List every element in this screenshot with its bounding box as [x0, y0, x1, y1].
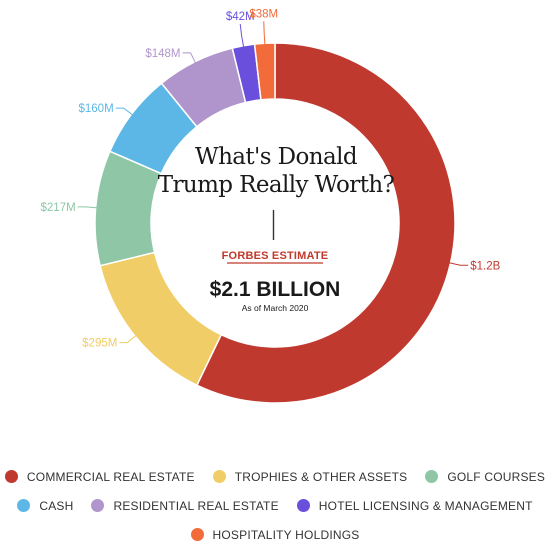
- legend-swatch: [425, 470, 439, 483]
- slice-value-label: $217M: [41, 202, 76, 214]
- legend-swatch: [212, 470, 226, 483]
- leader-line: [119, 334, 137, 344]
- legend-label: HOSPITALITY HOLDINGS: [212, 527, 360, 542]
- legend-swatch: [17, 499, 31, 512]
- leader-line: [263, 21, 266, 46]
- legend-item: COMMERCIAL REAL ESTATE: [4, 469, 195, 484]
- legend-swatch: [190, 528, 204, 541]
- leader-line: [115, 107, 134, 116]
- donut-slices: [94, 42, 456, 404]
- slice-value-label: $38M: [249, 8, 278, 20]
- legend-label: RESIDENTIAL REAL ESTATE: [113, 498, 279, 513]
- legend-row: COMMERCIAL REAL ESTATE TROPHIES & OTHER A…: [0, 462, 550, 491]
- legend-item: HOSPITALITY HOLDINGS: [190, 527, 360, 542]
- legend-label: COMMERCIAL REAL ESTATE: [26, 469, 195, 484]
- legend-swatch: [91, 499, 105, 512]
- legend-label: HOTEL LICENSING & MANAGEMENT: [318, 498, 533, 513]
- chart-title-line-1: What's Donald: [195, 144, 358, 170]
- slice-value-label: $1.2B: [470, 260, 500, 272]
- legend-item: RESIDENTIAL REAL ESTATE: [91, 498, 279, 513]
- slice-commercial-real-estate: [195, 42, 456, 404]
- as-of-date: As of March 2020: [242, 303, 309, 313]
- legend-label: CASH: [39, 498, 74, 513]
- chart-legend: COMMERCIAL REAL ESTATE TROPHIES & OTHER A…: [0, 462, 550, 549]
- slice-value-label: $160M: [78, 103, 113, 115]
- leader-line: [77, 206, 98, 209]
- slice-hospitality-holdings: [253, 42, 276, 101]
- legend-swatch: [296, 499, 310, 512]
- center-content: What's Donald Trump Really Worth? FORBES…: [158, 144, 395, 313]
- donut-chart: $1.2B $295M $217M $160M $148M $42M$38M What's…: [41, 8, 501, 404]
- legend-swatch: [4, 470, 18, 483]
- legend-label: TROPHIES & OTHER ASSETS: [234, 469, 408, 484]
- chart-title-line-2: Trump Really Worth?: [158, 172, 395, 198]
- legend-item: GOLF COURSES: [425, 470, 545, 484]
- legend-item: TROPHIES & OTHER ASSETS: [212, 469, 408, 484]
- chart-subtitle: FORBES ESTIMATE: [222, 250, 329, 262]
- leader-line: [239, 24, 245, 48]
- legend-label: GOLF COURSES: [447, 469, 546, 484]
- slice-value-label: $295M: [82, 338, 117, 350]
- slice-value-label: $148M: [145, 48, 180, 60]
- legend-row: HOSPITALITY HOLDINGS: [0, 520, 550, 549]
- legend-item: CASH: [17, 499, 73, 513]
- slice-value-label: $42M: [226, 11, 255, 23]
- leader-line: [182, 52, 197, 64]
- slice-labels: $1.2B $295M $217M $160M $148M $42M$38M: [41, 8, 501, 349]
- legend-item: HOTEL LICENSING & MANAGEMENT: [296, 498, 533, 513]
- total-value: $2.1 BILLION: [210, 278, 341, 301]
- legend-row: CASH RESIDENTIAL REAL ESTATE HOTEL LICENSI…: [0, 491, 550, 520]
- leader-line: [448, 262, 469, 266]
- slice-trophies-other-assets: [99, 251, 223, 387]
